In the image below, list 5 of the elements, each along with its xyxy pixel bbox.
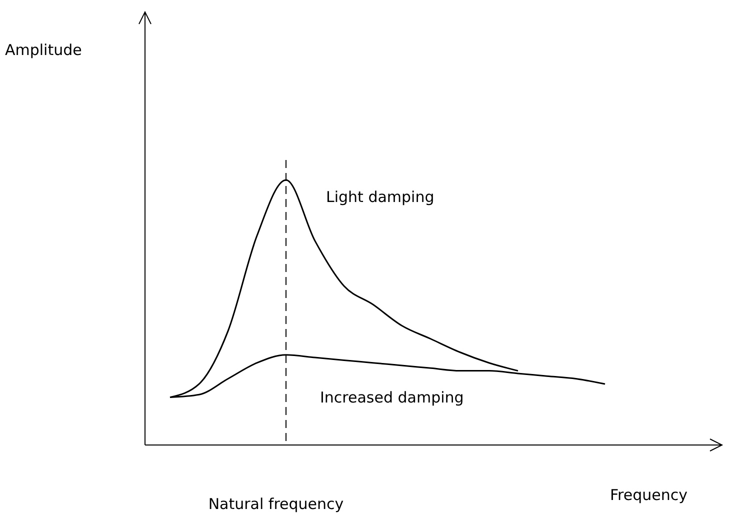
series-label: Light damping (326, 188, 434, 206)
text: Amplitude (5, 41, 82, 59)
series-label: Increased damping (320, 388, 464, 407)
x-axis-title: Frequency (610, 486, 688, 504)
text: Natural frequency (208, 495, 344, 513)
